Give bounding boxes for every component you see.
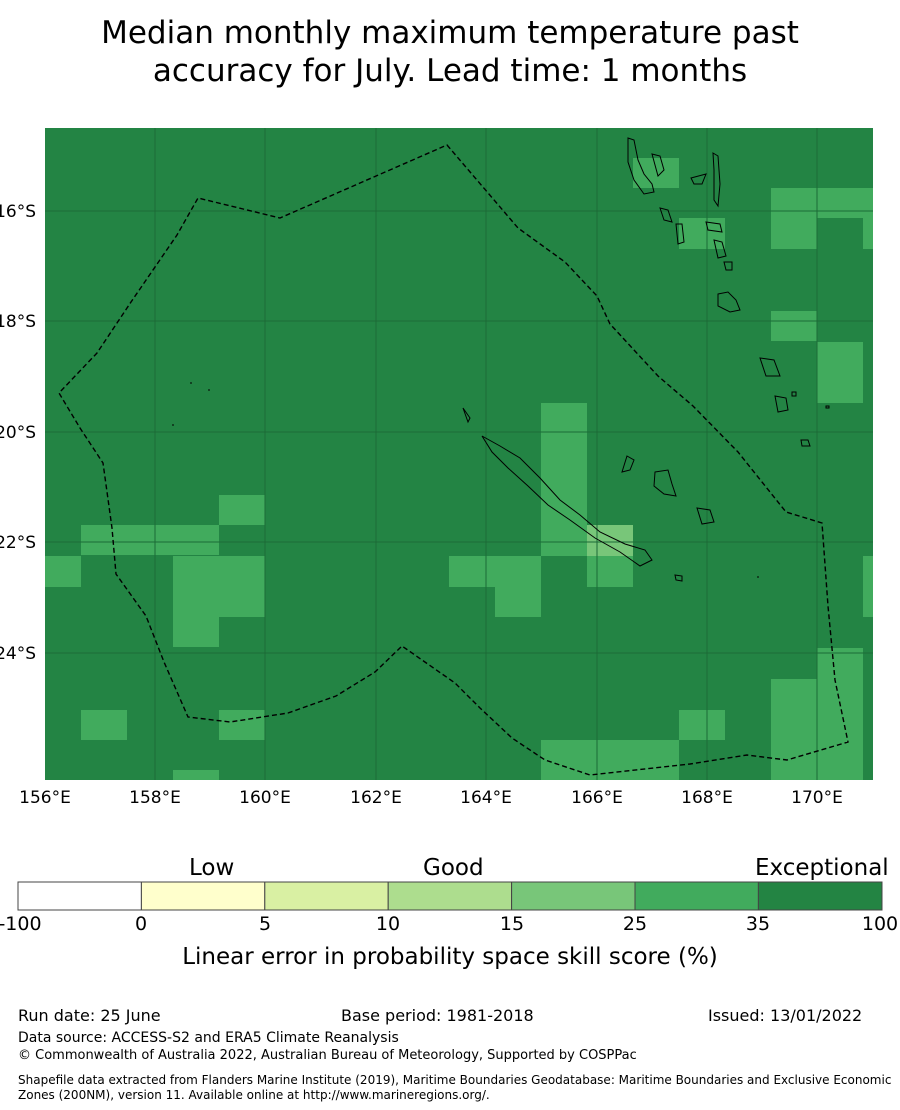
legend-low: Low bbox=[189, 855, 235, 881]
lon-tick-labels: 156°E 158°E 160°E 162°E 164°E 166°E 168°… bbox=[19, 788, 843, 808]
legend-exceptional: Exceptional bbox=[755, 855, 889, 881]
legend-tick: 35 bbox=[745, 913, 771, 935]
lat-tick: 24°S bbox=[0, 644, 36, 664]
lat-tick: 20°S bbox=[0, 423, 36, 443]
colorbar-segment bbox=[387, 881, 513, 911]
lat-tick: 16°S bbox=[0, 202, 36, 222]
lon-tick: 158°E bbox=[129, 788, 181, 808]
legend-tick: 0 bbox=[134, 913, 148, 935]
lon-tick: 156°E bbox=[19, 788, 71, 808]
skill-cells bbox=[45, 158, 873, 780]
lat-tick: 18°S bbox=[0, 312, 36, 332]
skill-cell-15-25 bbox=[587, 525, 633, 556]
legend-tick: 5 bbox=[258, 913, 272, 935]
lon-tick: 170°E bbox=[791, 788, 843, 808]
run-date: Run date: 25 June bbox=[18, 1006, 161, 1025]
legend-tick: 15 bbox=[499, 913, 525, 935]
legend-tick: 100 bbox=[861, 913, 899, 935]
lon-tick: 168°E bbox=[681, 788, 733, 808]
lon-tick: 166°E bbox=[571, 788, 623, 808]
title-line-2: accuracy for July. Lead time: 1 months bbox=[152, 53, 748, 89]
colorbar bbox=[17, 881, 883, 911]
legend-good: Good bbox=[423, 855, 484, 881]
colorbar-segment bbox=[757, 881, 883, 911]
lon-tick: 164°E bbox=[460, 788, 512, 808]
colorbar-segment bbox=[634, 881, 759, 911]
coastlines bbox=[172, 137, 830, 582]
legend-label: Linear error in probability space skill … bbox=[182, 944, 718, 970]
chart-title: Median monthly maximum temperature past … bbox=[0, 14, 900, 90]
lon-tick: 162°E bbox=[350, 788, 402, 808]
legend-tick: 25 bbox=[622, 913, 648, 935]
eez-boundary bbox=[58, 144, 849, 776]
colorbar-segment bbox=[17, 881, 142, 911]
map-background bbox=[45, 128, 873, 780]
lat-tick: 22°S bbox=[0, 533, 36, 553]
title-line-1: Median monthly maximum temperature past bbox=[101, 15, 799, 51]
colorbar-segment bbox=[511, 881, 636, 911]
shapefile-credit: Shapefile data extracted from Flanders M… bbox=[18, 1073, 892, 1102]
lon-tick: 160°E bbox=[239, 788, 291, 808]
copyright: © Commonwealth of Australia 2022, Austra… bbox=[18, 1048, 637, 1063]
colorbar-segment bbox=[264, 881, 389, 911]
legend-tick: 10 bbox=[375, 913, 401, 935]
lat-tick-labels: 16°S 18°S 20°S 22°S 24°S bbox=[0, 202, 36, 664]
colorbar-segment bbox=[140, 881, 266, 911]
legend-tick: -100 bbox=[0, 913, 42, 935]
data-source: Data source: ACCESS-S2 and ERA5 Climate … bbox=[18, 1030, 399, 1046]
issued-date: Issued: 13/01/2022 bbox=[708, 1006, 863, 1025]
base-period: Base period: 1981-2018 bbox=[341, 1006, 534, 1025]
